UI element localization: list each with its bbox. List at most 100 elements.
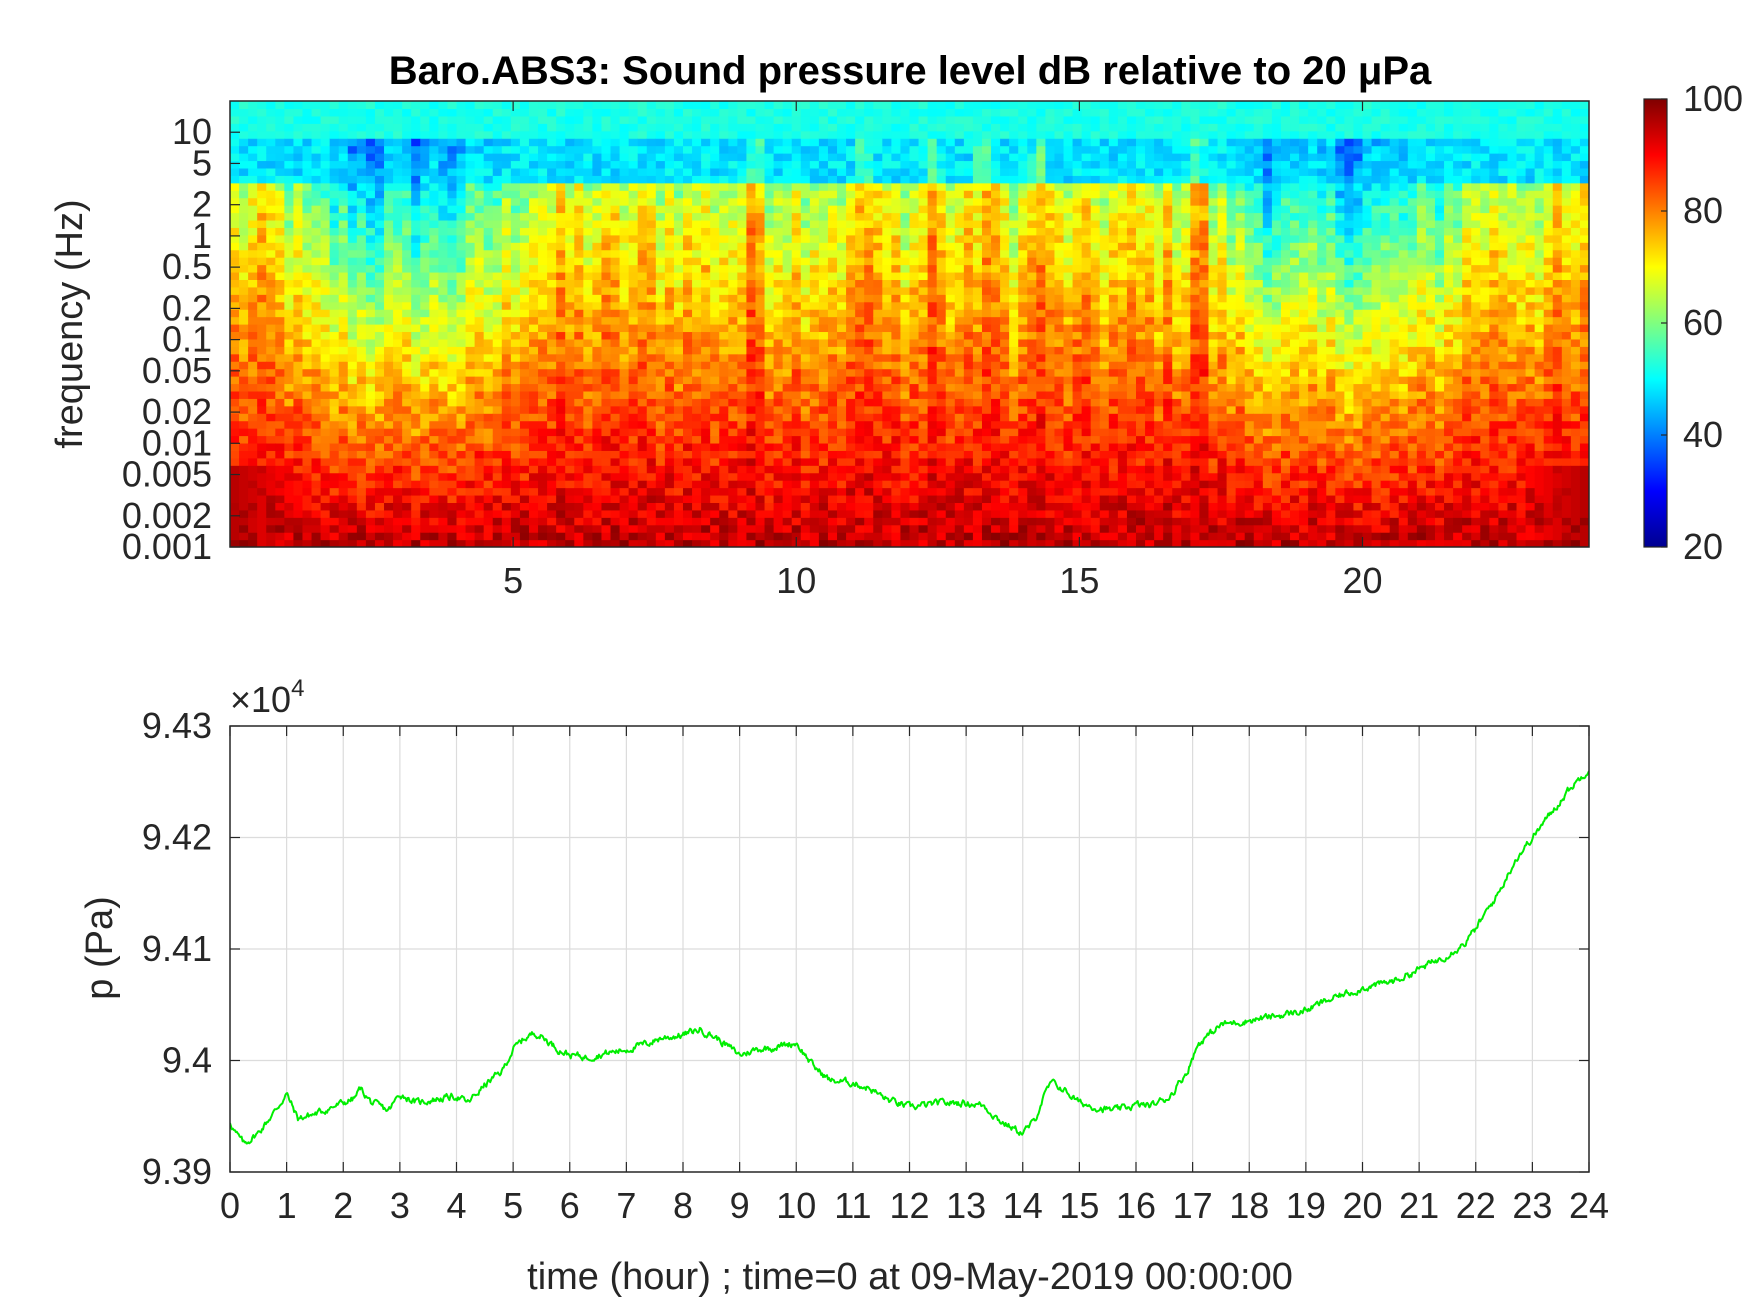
spectrogram-cell (701, 264, 711, 273)
spectrogram-cell (257, 279, 267, 288)
spectrogram-cell (519, 242, 530, 251)
spectrogram-cell (664, 167, 675, 176)
spectrogram-cell (356, 138, 367, 147)
spectrogram-cell (474, 101, 485, 110)
spectrogram-cell (646, 175, 657, 184)
spectrogram-cell (456, 509, 467, 518)
spectrogram-cell (574, 301, 584, 310)
spectrogram-cell (746, 353, 757, 362)
spectrogram-cell (320, 234, 331, 243)
spectrogram-cell (556, 294, 566, 303)
spectrogram-cell (402, 160, 412, 169)
spectrogram-cell (556, 383, 566, 392)
spectrogram-cell (510, 324, 521, 333)
spectrogram-cell (592, 108, 603, 117)
spectrogram-cell (945, 457, 956, 466)
spectrogram-cell (248, 242, 258, 251)
spectrogram-cell (329, 242, 340, 251)
spectrogram-cell (284, 219, 295, 228)
spectrogram-cell (918, 190, 929, 199)
spectrogram-cell (954, 442, 965, 451)
spectrogram-cell (728, 450, 738, 459)
spectrogram-cell (728, 309, 738, 318)
spectrogram-cell (501, 271, 512, 280)
spectrogram-cell (664, 353, 675, 362)
spectrogram-cell (954, 450, 965, 459)
spectrogram-cell (574, 182, 584, 191)
spectrogram-cell (311, 376, 322, 385)
spectrogram-cell (882, 494, 892, 503)
spectrogram-cell (528, 532, 539, 541)
spectrogram-cell (420, 435, 430, 444)
spectrogram-cell (356, 182, 367, 191)
spectrogram-cell (447, 242, 458, 251)
spectrogram-cell (936, 227, 947, 236)
spectrogram-cell (846, 390, 856, 399)
spectrogram-cell (474, 517, 485, 526)
spectrogram-cell (610, 175, 621, 184)
spectrogram-cell (864, 353, 874, 362)
spectrogram-cell (230, 212, 240, 221)
spectrogram-cell (583, 361, 593, 370)
spectrogram-cell (365, 145, 376, 154)
spectrogram-cell (891, 532, 902, 541)
spectrogram-cell (248, 383, 258, 392)
spectrogram-cell (456, 219, 467, 228)
spectrogram-cell (746, 309, 757, 318)
spectrogram-cell (873, 494, 883, 503)
spectrogram-cell (900, 487, 911, 496)
spectrogram-cell (329, 413, 340, 422)
spectrogram-cell (873, 472, 883, 481)
spectrogram-cell (646, 212, 657, 221)
spectrogram-cell (655, 249, 666, 258)
spectrogram-cell (519, 153, 530, 162)
spectrogram-cell (302, 286, 313, 295)
spectrogram-cell (918, 420, 929, 429)
spectrogram-cell (275, 130, 285, 139)
spectrogram-cell (655, 182, 666, 191)
spectrogram-cell (610, 353, 621, 362)
spectrogram-cell (239, 212, 249, 221)
spectrogram-cell (664, 480, 675, 489)
spectrogram-cell (800, 249, 811, 258)
spectrogram-cell (827, 182, 838, 191)
spectrogram-cell (655, 480, 666, 489)
spectrogram-cell (374, 316, 385, 325)
spectrogram-cell (456, 212, 467, 221)
spectrogram-cell (692, 368, 702, 377)
spectrogram-cell (664, 502, 675, 511)
spectrogram-cell (882, 465, 892, 474)
spectrogram-cell (764, 115, 775, 124)
spectrogram-cell (701, 271, 711, 280)
spectrogram-cell (936, 331, 947, 340)
spectrogram-cell (510, 405, 521, 414)
spectrogram-cell (909, 472, 920, 481)
spectrogram-cell (837, 494, 847, 503)
spectrogram-cell (538, 524, 548, 533)
spectrogram-cell (873, 428, 883, 437)
spectrogram-cell (384, 264, 394, 273)
spectrogram-cell (320, 271, 331, 280)
spectrogram-cell (528, 286, 539, 295)
spectrogram-cell (538, 190, 548, 199)
spectrogram-cell (755, 286, 766, 295)
spectrogram-cell (963, 294, 974, 303)
spectrogram-cell (248, 324, 258, 333)
spectrogram-cell (891, 398, 902, 407)
spectrogram-cell (275, 457, 285, 466)
spectrogram-cell (257, 249, 267, 258)
spectrogram-cell (601, 487, 612, 496)
spectrogram-cell (411, 331, 421, 340)
spectrogram-cell (628, 130, 639, 139)
spectrogram-cell (800, 457, 811, 466)
spectrogram-cell (393, 167, 403, 176)
spectrogram-cell (601, 271, 612, 280)
spectrogram-cell (891, 249, 902, 258)
spectrogram-cell (610, 442, 621, 451)
spectrogram-cell (483, 286, 494, 295)
spectrogram-cell (628, 361, 639, 370)
spectrogram-cell (456, 398, 467, 407)
spectrogram-cell (275, 338, 285, 347)
spectrogram-cell (411, 182, 421, 191)
spectrogram-cell (402, 390, 412, 399)
